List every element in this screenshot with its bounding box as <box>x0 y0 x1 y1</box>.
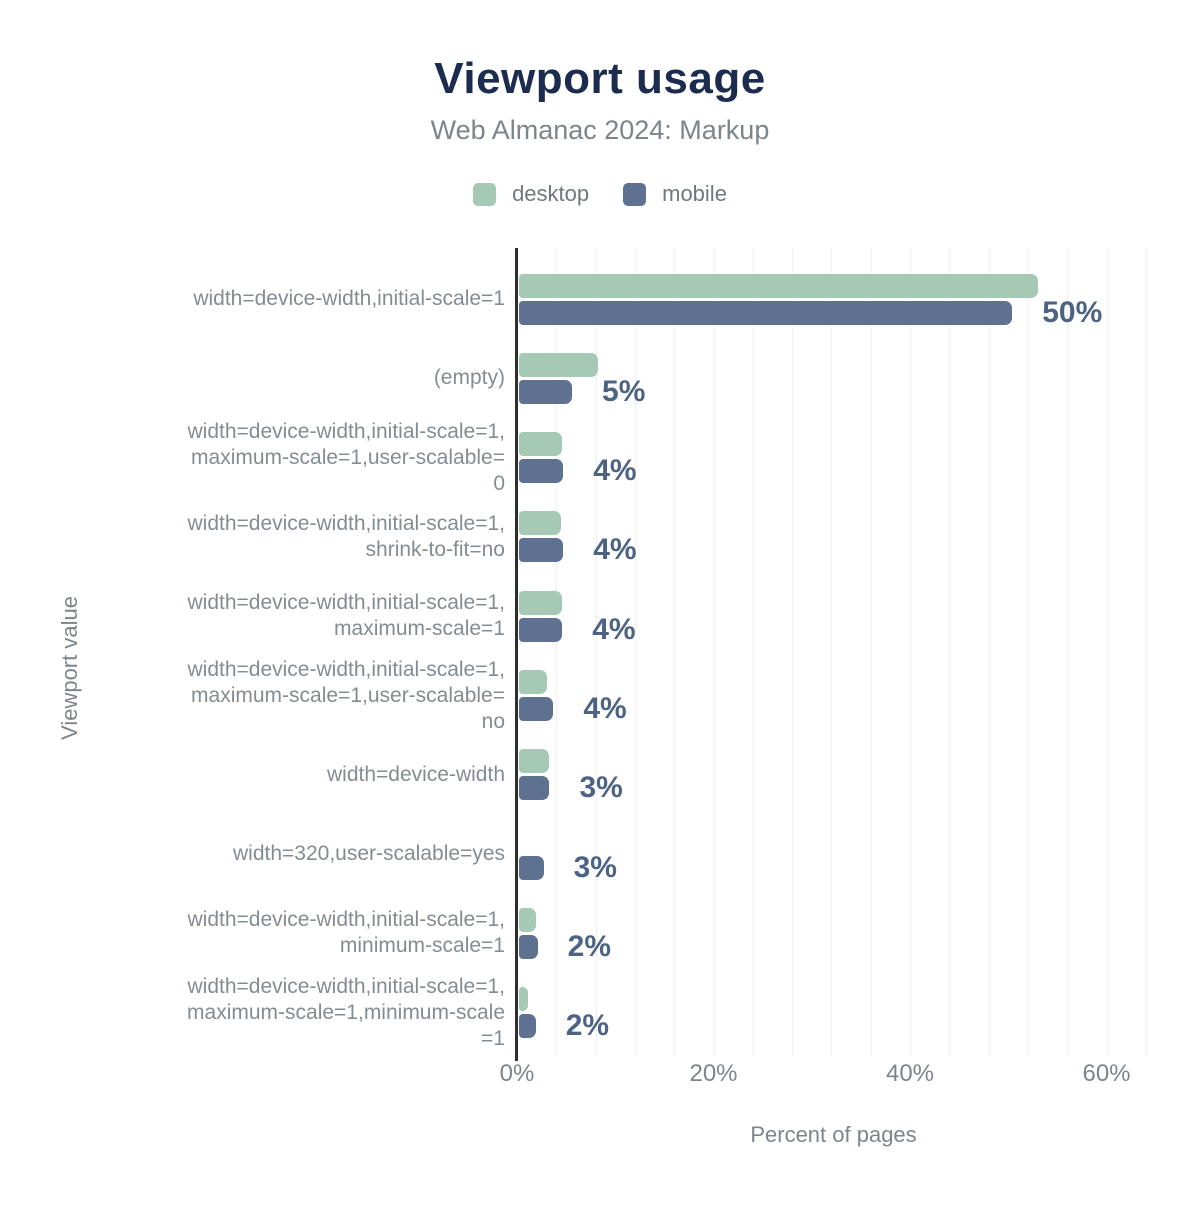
x-tick-20%: 20% <box>689 1060 738 1087</box>
bar-mobile[interactable] <box>519 1014 536 1039</box>
category-label: width=device-width,initial-scale=1, mini… <box>187 908 506 958</box>
bar-mobile[interactable] <box>519 538 564 563</box>
legend-item-desktop[interactable]: desktop <box>473 181 589 207</box>
category-label: width=device-width,initial-scale=1 <box>193 287 505 310</box>
gridline-32pct <box>831 248 833 1057</box>
gridline-12pct <box>634 248 636 1057</box>
bar-desktop[interactable] <box>519 749 550 774</box>
x-tick-40%: 40% <box>885 1060 935 1087</box>
legend-swatch-mobile <box>623 182 647 206</box>
data-label: 4% <box>592 612 636 646</box>
data-label: 5% <box>602 374 646 408</box>
bar-mobile[interactable] <box>519 459 564 484</box>
gridline-64pct <box>1145 248 1147 1057</box>
category-label: (empty) <box>433 366 505 390</box>
data-label: 2% <box>565 1009 610 1043</box>
x-axis-title: Percent of pages <box>750 1122 917 1147</box>
gridline-8pct <box>595 248 597 1057</box>
legend-swatch-desktop <box>473 182 497 206</box>
gridline-28pct <box>792 248 794 1057</box>
category-label: width=device-width,initial-scale=1, maxi… <box>187 657 506 733</box>
legend-label-mobile: mobile <box>662 181 727 206</box>
gridline-40pct <box>910 248 911 1057</box>
gridline-48pct <box>988 248 990 1057</box>
bar-mobile[interactable] <box>519 697 554 721</box>
bar-desktop[interactable] <box>519 432 563 457</box>
bar-desktop[interactable] <box>519 907 536 932</box>
category-label: width=device-width,initial-scale=1, maxi… <box>187 419 506 495</box>
legend: desktop mobile <box>0 181 1200 207</box>
bar-desktop[interactable] <box>519 352 598 377</box>
data-label: 2% <box>567 929 612 963</box>
category-label: width=device-width <box>326 762 505 786</box>
data-label: 4% <box>593 533 637 567</box>
data-label: 3% <box>579 771 623 805</box>
gridline-16pct <box>674 248 676 1057</box>
y-axis-line <box>515 248 518 1061</box>
category-label: width=device-width,initial-scale=1, maxi… <box>187 974 505 1050</box>
bar-mobile[interactable] <box>519 934 538 959</box>
bar-mobile[interactable] <box>519 300 1013 325</box>
bar-desktop[interactable] <box>519 273 1038 298</box>
gridline-20pct <box>713 248 715 1057</box>
bar-desktop[interactable] <box>519 670 548 694</box>
gridline-24pct <box>752 248 754 1057</box>
x-tick-60%: 60% <box>1082 1060 1131 1087</box>
bar-mobile[interactable] <box>519 379 573 404</box>
data-label: 4% <box>583 692 627 725</box>
legend-item-mobile[interactable]: mobile <box>623 181 727 207</box>
category-label: width=device-width,initial-scale=1, shri… <box>187 511 506 561</box>
data-label: 4% <box>593 454 637 488</box>
gridline-4pct <box>556 248 558 1057</box>
bar-mobile[interactable] <box>519 855 544 880</box>
legend-label-desktop: desktop <box>512 181 590 206</box>
gridline-44pct <box>949 248 951 1057</box>
gridline-60pct <box>1106 248 1108 1057</box>
gridline-56pct <box>1067 248 1069 1057</box>
data-label: 50% <box>1042 295 1103 329</box>
bar-desktop[interactable] <box>519 987 528 1012</box>
bar-mobile[interactable] <box>519 776 550 801</box>
category-label: width=device-width,initial-scale=1, maxi… <box>187 591 506 641</box>
data-label: 3% <box>573 850 617 884</box>
bar-mobile[interactable] <box>519 617 563 642</box>
bar-desktop[interactable] <box>519 511 562 536</box>
gridline-36pct <box>870 248 872 1057</box>
gridline-52pct <box>1027 248 1029 1057</box>
chart-title: Viewport usage <box>434 54 766 103</box>
category-label: width=320,user-scalable=yes <box>233 842 505 866</box>
x-tick-0%: 0% <box>499 1060 535 1087</box>
chart-subtitle: Web Almanac 2024: Markup <box>430 115 770 145</box>
bar-desktop[interactable] <box>519 590 563 615</box>
y-axis-title: Viewport value <box>57 596 82 740</box>
